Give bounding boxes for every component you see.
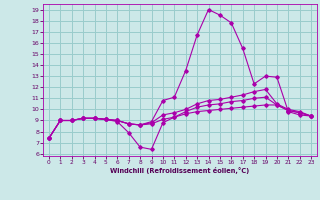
- X-axis label: Windchill (Refroidissement éolien,°C): Windchill (Refroidissement éolien,°C): [110, 167, 250, 174]
